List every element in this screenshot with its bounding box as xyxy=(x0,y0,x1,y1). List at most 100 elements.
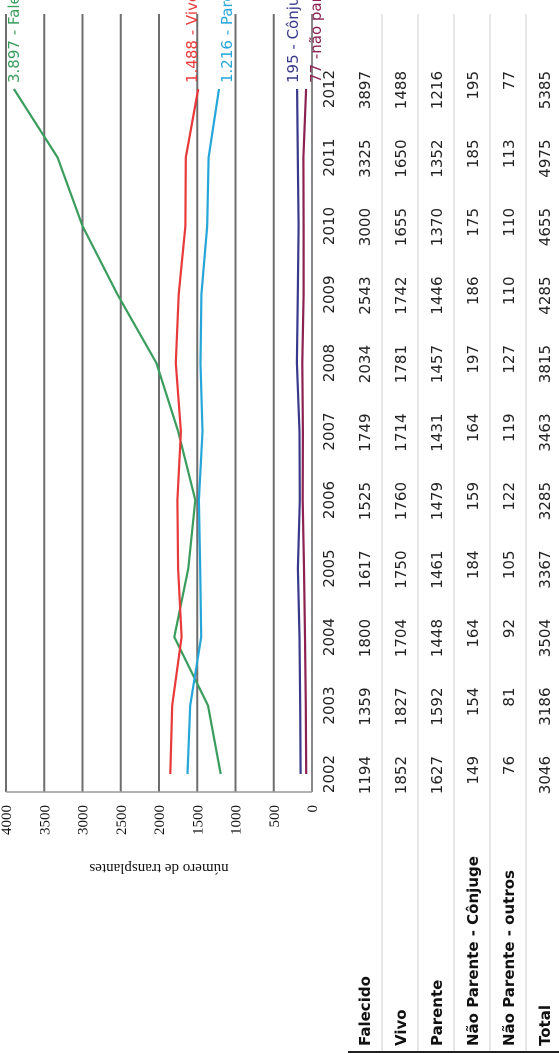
table-cell: 1359 xyxy=(356,688,374,726)
table-cell: 1446 xyxy=(428,277,446,315)
table-cell: 197 xyxy=(464,345,482,374)
table-cell: 164 xyxy=(464,414,482,443)
table-cell: 119 xyxy=(500,414,518,443)
table-cell: 1827 xyxy=(392,688,410,726)
table-cell: 1216 xyxy=(428,71,446,109)
table-row-label-cell xyxy=(528,812,558,1052)
table-cell: 3046 xyxy=(536,756,554,794)
x-tick-label: 2010 xyxy=(320,207,338,245)
x-tick-label: 2011 xyxy=(320,138,338,176)
table-cell: 110 xyxy=(500,277,518,306)
y-tick-label: 3500 xyxy=(37,805,53,835)
end-annotation: 1.216 - Parente xyxy=(218,0,236,83)
table-cell: 3815 xyxy=(536,345,554,383)
x-tick-label: 2005 xyxy=(320,549,338,587)
table-cell: 3463 xyxy=(536,414,554,452)
table-cell: 149 xyxy=(464,756,482,785)
table-cell: 159 xyxy=(464,482,482,511)
table-cell: 77 xyxy=(500,71,518,90)
table-cell: 1750 xyxy=(392,551,410,589)
table-cell: 2034 xyxy=(356,345,374,383)
table-cell: 1742 xyxy=(392,277,410,315)
table-cell: 2543 xyxy=(356,277,374,315)
table-cell: 1461 xyxy=(428,551,446,589)
table-cell: 1488 xyxy=(392,71,410,109)
table-cell: 1479 xyxy=(428,482,446,520)
end-annotation: 1.488 - Vivo xyxy=(183,0,201,83)
x-tick-label: 2002 xyxy=(320,755,338,793)
series-line-n-o-parente-c-njuge xyxy=(295,88,302,775)
table-cell: 1800 xyxy=(356,619,374,657)
y-tick-label: 2500 xyxy=(114,805,130,835)
table-cell: 113 xyxy=(500,140,518,169)
table-cell: 3504 xyxy=(536,619,554,657)
table-row-label: Parente xyxy=(428,980,446,1046)
table-cell: 4975 xyxy=(536,140,554,178)
table-cell: 3325 xyxy=(356,140,374,178)
table-cell: 1781 xyxy=(392,345,410,383)
table-row-label: Não Parente - outros xyxy=(500,870,518,1046)
table-cell: 5385 xyxy=(536,71,554,109)
table-row-label-cell xyxy=(384,812,414,1052)
end-annotation: 77 -não parente xyxy=(307,0,325,83)
table-cell: 1592 xyxy=(428,688,446,726)
y-tick-label: 0 xyxy=(305,805,321,813)
table-cell: 81 xyxy=(500,688,518,707)
table-cell: 1525 xyxy=(356,482,374,520)
table-cell: 1749 xyxy=(356,414,374,452)
table-cell: 1627 xyxy=(428,756,446,794)
table-row-label: Vivo xyxy=(392,1009,410,1046)
table-cell: 127 xyxy=(500,345,518,374)
table-cell: 1650 xyxy=(392,140,410,178)
table-cell: 185 xyxy=(464,140,482,169)
table-cell: 175 xyxy=(464,208,482,237)
table-cell: 3285 xyxy=(536,482,554,520)
x-tick-label: 2008 xyxy=(320,344,338,382)
table-row-label: Total xyxy=(536,1005,554,1046)
table-cell: 122 xyxy=(500,482,518,511)
y-tick-label: 1500 xyxy=(190,805,206,835)
y-tick-label: 3000 xyxy=(76,805,92,835)
table-cell: 164 xyxy=(464,619,482,648)
table-row-label: Falecido xyxy=(356,976,374,1046)
y-tick-label: 500 xyxy=(267,805,283,828)
table-cell: 76 xyxy=(500,756,518,775)
table-cell: 1714 xyxy=(392,414,410,452)
x-tick-label: 2004 xyxy=(320,618,338,656)
x-tick-label: 2007 xyxy=(320,412,338,450)
table-cell: 3000 xyxy=(356,208,374,246)
table-cell: 105 xyxy=(500,551,518,580)
table-cell: 154 xyxy=(464,688,482,717)
table-cell: 1852 xyxy=(392,756,410,794)
table-cell: 1655 xyxy=(392,208,410,246)
x-tick-label: 2012 xyxy=(320,70,338,108)
table-cell: 3186 xyxy=(536,688,554,726)
y-tick-label: 4000 xyxy=(0,805,15,835)
end-annotation: 3.897 - Falecido xyxy=(5,0,23,83)
table-cell: 1431 xyxy=(428,414,446,452)
table-cell: 110 xyxy=(500,208,518,237)
y-axis-label: número de transplantes xyxy=(89,860,228,876)
y-tick-label: 2000 xyxy=(152,805,168,835)
table-cell: 1448 xyxy=(428,619,446,657)
x-tick-label: 2003 xyxy=(320,686,338,724)
table-cell: 1617 xyxy=(356,551,374,589)
end-annotation: 195 - Cônjuge xyxy=(284,0,302,83)
table-cell: 184 xyxy=(464,551,482,580)
table-cell: 4285 xyxy=(536,277,554,315)
table-cell: 1370 xyxy=(428,208,446,246)
table-cell: 195 xyxy=(464,71,482,100)
table-row-label: Não Parente - Cônjuge xyxy=(464,856,482,1046)
table-cell: 3897 xyxy=(356,71,374,109)
series-line-vivo xyxy=(169,88,200,775)
x-tick-label: 2006 xyxy=(320,481,338,519)
table-cell: 1352 xyxy=(428,140,446,178)
table-cell: 186 xyxy=(464,277,482,306)
series-line-falecido xyxy=(12,88,222,775)
series-line-parente xyxy=(186,88,221,775)
y-tick-label: 1000 xyxy=(229,805,245,835)
table-cell: 1194 xyxy=(356,756,374,794)
table-cell: 4655 xyxy=(536,208,554,246)
x-tick-label: 2009 xyxy=(320,275,338,313)
